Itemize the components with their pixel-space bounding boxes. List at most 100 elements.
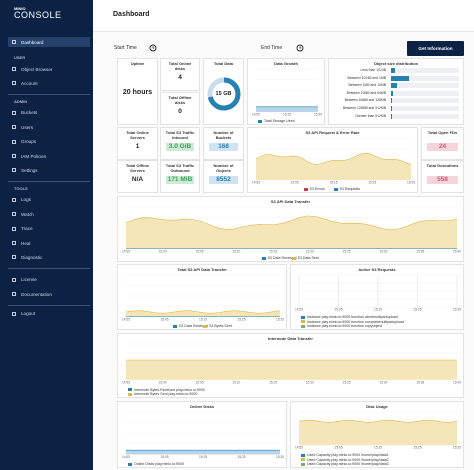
- nav-item[interactable]: Dashboard: [8, 37, 90, 47]
- legend-swatch: [173, 324, 177, 328]
- stat-title: Number of Objects: [213, 163, 234, 173]
- nav-icon: [12, 255, 16, 260]
- legend-label: S3 Data Received: [179, 324, 208, 328]
- nav-item[interactable]: Buckets: [8, 108, 90, 118]
- nav-label: Settings: [21, 167, 38, 173]
- start-time-label: Start Time: [114, 45, 137, 51]
- size-distribution-panel: Object size distribution Less than 1024B B…: [328, 58, 464, 125]
- nav-heading: TOOLS: [14, 185, 28, 191]
- stat-title: Total S3 Traffic Outbound: [165, 163, 195, 173]
- time-tick-label: 14:55: [295, 446, 303, 450]
- nav-icon: [12, 277, 16, 282]
- legend-swatch: [128, 462, 132, 466]
- nav-icon: [12, 125, 16, 130]
- nav-item[interactable]: Watch: [8, 209, 90, 219]
- legend-swatch: [128, 388, 132, 392]
- area-line: [255, 152, 412, 165]
- nav-label: Object Browser: [21, 66, 53, 72]
- time-tick-label: 15:25: [343, 250, 351, 254]
- legend-item: S3 Data Received: [173, 324, 208, 328]
- nav-item[interactable]: Heal: [8, 238, 90, 248]
- start-time-picker[interactable]: [149, 44, 157, 52]
- stat-value: 171 MiB: [167, 176, 193, 183]
- stat-title: Uptime: [130, 61, 145, 66]
- time-tick-label: 15:15: [269, 250, 277, 254]
- legend-label: Internode Bytes Sent play.minio.io:9000: [134, 392, 198, 397]
- nav-item[interactable]: Documentation: [8, 289, 90, 299]
- legend-item: Total Storage Used: [258, 119, 295, 123]
- end-time-label: End Time: [261, 45, 283, 51]
- stat-title: Total Online Servers: [126, 130, 149, 140]
- time-tick-label: 15:05: [291, 181, 299, 185]
- nav-item[interactable]: Logs: [8, 195, 90, 205]
- nav-item[interactable]: IAM Policies: [8, 151, 90, 161]
- distribution-bar: [391, 68, 395, 73]
- time-tick-label: 15:15: [199, 318, 207, 322]
- stat-value: 0: [178, 108, 182, 115]
- legend-item: Used Capacity play.minio.io:9000 /home/p…: [301, 462, 389, 466]
- nav-icon: [12, 292, 16, 297]
- stat-title: Total Online disks: [168, 61, 192, 71]
- area-fill: [256, 106, 318, 112]
- time-tick-label: 15:25: [414, 308, 422, 312]
- nav-item[interactable]: Users: [8, 122, 90, 132]
- header: Dashboard: [93, 0, 474, 32]
- sidebar: MINIO CONSOLE Dashboard USER Object Browse…: [0, 0, 93, 470]
- nav-divider: [8, 304, 90, 306]
- nav-icon: [12, 139, 16, 144]
- stat-value: 4: [178, 74, 182, 81]
- logo-product: CONSOLE: [14, 10, 62, 20]
- nav-item[interactable]: Groups: [8, 137, 90, 147]
- legend-label: Total Storage Used: [264, 119, 295, 123]
- time-tick-label: 15:40: [453, 380, 461, 384]
- legend-item: Instance play.minio.io:9000 function cop…: [301, 324, 382, 328]
- legend-label: S3 Requests: [339, 187, 361, 191]
- nav-item[interactable]: License: [8, 275, 90, 285]
- chart-title: Disk Usage: [366, 404, 388, 409]
- nav-divider: [8, 93, 90, 95]
- area-fill: [126, 450, 280, 455]
- legend-swatch: [258, 119, 262, 123]
- time-tick-label: 15:40: [453, 250, 461, 254]
- chart-plot: 14:55 15:05 15:15 15:25 15:35: [295, 411, 461, 450]
- stat-bar: [209, 143, 238, 151]
- legend-item: Online Disks play.minio.io:9000: [128, 462, 184, 466]
- stat-panel: Total Offline disks 0: [160, 92, 200, 125]
- area-line: [125, 310, 281, 314]
- stat-panel: Total S3 Traffic Inbound 3.0 GiB: [160, 127, 200, 160]
- legend-label: S3 Data Received: [267, 256, 297, 260]
- nav-icon: [12, 212, 16, 217]
- nav-label: Trace: [21, 226, 33, 232]
- end-time-picker[interactable]: [296, 44, 304, 52]
- legend-swatch: [301, 462, 305, 466]
- nav-item[interactable]: Settings: [8, 165, 90, 175]
- time-tick-label: 14:55: [122, 380, 130, 384]
- nav-item[interactable]: Object Browser: [8, 64, 90, 74]
- get-information-button[interactable]: Get Information: [407, 41, 464, 56]
- legend-label: Online Disks play.minio.io:9000: [134, 462, 184, 467]
- nav-item[interactable]: Logout: [8, 309, 90, 319]
- nav-item[interactable]: Account: [8, 78, 90, 88]
- stat-title: Total Offline disks: [168, 95, 192, 105]
- stat-value: 1: [135, 143, 140, 150]
- area-fill: [126, 310, 280, 317]
- time-tick-label: 15:30: [379, 380, 387, 384]
- legend-item: Used Capacity play.minio.io:9000 /home/p…: [301, 453, 389, 457]
- nav-icon: [12, 168, 16, 173]
- distribution-label: Between 64MB and 128MB: [344, 98, 386, 103]
- nav-item[interactable]: Diagnostic: [8, 252, 90, 262]
- chart-plot: 14:55 15:05 15:15 15:25 15:35: [295, 274, 461, 312]
- stat-value: 8552: [216, 176, 231, 183]
- legend-label: Used Capacity play.minio.io:9000 /home/p…: [307, 462, 389, 467]
- stat-panel: Number of Objects 8552: [203, 160, 244, 193]
- chart-title: S3 API Request & Error Rate: [305, 130, 360, 135]
- stat-bar: [427, 176, 458, 184]
- legend-swatch: [301, 315, 305, 319]
- stat-bar: [166, 143, 194, 151]
- stat-bar: [427, 143, 458, 151]
- legend-swatch: [261, 256, 266, 260]
- nav-item[interactable]: Trace: [8, 224, 90, 234]
- stat-title: Total S3 Traffic Inbound: [165, 130, 195, 140]
- chart-panel: Data Growth 14:55 15:15 15:35 Total Storage …: [247, 58, 325, 125]
